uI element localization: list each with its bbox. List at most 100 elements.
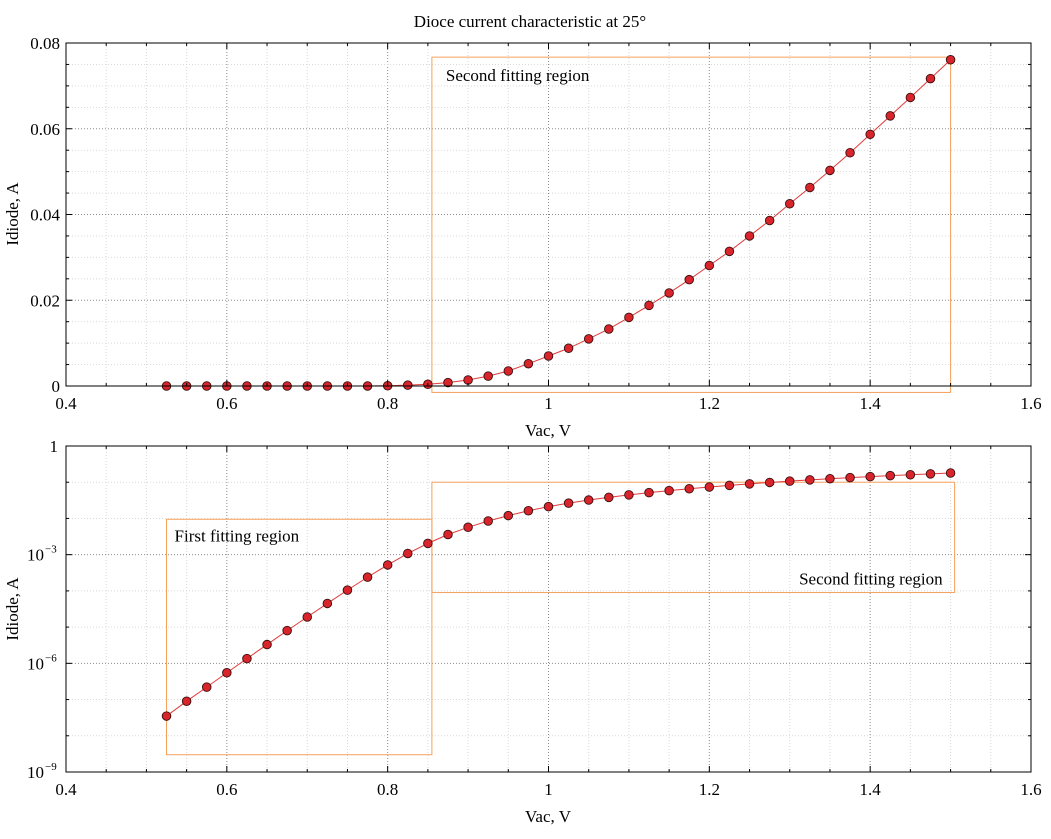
bottom-plot-series (161, 468, 956, 721)
y-tick-label: 0 (52, 377, 61, 396)
data-point (322, 598, 333, 609)
data-point (925, 73, 936, 84)
top-plot-fitting-regions: Second fitting region (431, 56, 952, 393)
data-point (764, 477, 775, 488)
data-point (764, 215, 775, 226)
y-tick-exponent: −9 (45, 761, 57, 773)
y-tick-label: 1 (50, 437, 59, 456)
data-point (543, 351, 554, 361)
data-point (684, 274, 694, 285)
bottom-plot: First fitting region Second fitting regio… (3, 437, 1042, 826)
x-tick-label: 1.6 (1020, 394, 1041, 413)
data-point (744, 479, 755, 489)
data-point (604, 324, 614, 334)
series-line (166, 59, 951, 387)
data-point (523, 506, 534, 516)
data-point (201, 682, 212, 692)
data-point (684, 484, 694, 494)
bottom-plot-fitting-regions: First fitting region Second fitting regio… (166, 481, 956, 756)
y-tick-exponent: −3 (45, 544, 57, 556)
data-point (785, 476, 795, 486)
bottom-plot-ticks: 0.4 0.6 0.8 1 1.2 1.4 1.610 −910 −610 −31 (27, 437, 1042, 799)
data-point (624, 312, 634, 323)
data-point (785, 199, 795, 209)
bottom-plot-frame (65, 445, 1032, 773)
data-point (443, 377, 453, 388)
data-point (342, 585, 353, 595)
data-point (503, 510, 514, 521)
data-point (825, 165, 835, 176)
bottom-plot-grid (66, 446, 1031, 772)
data-point (563, 498, 574, 508)
data-point (945, 54, 956, 65)
data-point (403, 380, 413, 390)
data-point (362, 572, 373, 582)
data-point (503, 366, 514, 376)
y-tick-label: 10 (27, 654, 44, 673)
data-point (925, 469, 936, 479)
bottom-plot-xlabel: Vac, V (525, 807, 572, 826)
top-plot-series (161, 54, 956, 391)
y-tick-label: 10 (27, 763, 44, 782)
data-point (805, 182, 815, 193)
x-tick-label: 0.6 (216, 780, 237, 799)
x-tick-label: 0.4 (55, 394, 77, 413)
fitting-region-label: Second fitting region (799, 570, 943, 589)
data-point (885, 470, 896, 481)
data-point (403, 548, 413, 559)
data-point (704, 482, 715, 492)
x-tick-label: 0.6 (216, 394, 237, 413)
data-point (563, 343, 574, 354)
data-point (664, 485, 674, 496)
x-tick-label: 1 (544, 780, 553, 799)
y-tick-label: 0.06 (30, 120, 60, 139)
data-point (664, 288, 674, 298)
top-plot-ylabel: Idiode, A (3, 182, 22, 246)
top-plot-xlabel: Vac, V (525, 421, 572, 440)
data-point (905, 92, 916, 103)
y-tick-label: 0.08 (30, 34, 60, 53)
x-tick-label: 1.2 (699, 780, 720, 799)
x-tick-label: 1 (544, 394, 553, 413)
x-tick-label: 1.6 (1020, 780, 1041, 799)
data-point (262, 639, 272, 650)
series-line (166, 472, 951, 717)
bottom-plot-ylabel: Idiode, A (3, 577, 22, 641)
data-point (624, 490, 634, 500)
data-point (644, 300, 654, 311)
fitting-region-box (431, 481, 956, 594)
x-tick-label: 0.8 (377, 394, 398, 413)
data-point (382, 560, 393, 570)
y-tick-exponent: −6 (45, 652, 57, 664)
data-point (604, 492, 614, 503)
fitting-region-label: First fitting region (175, 526, 300, 545)
top-plot-ticks: 0.4 0.6 0.8 1 1.2 1.4 1.6 0 0.02 0.04 0.06 0.08 (30, 34, 1041, 413)
data-point (724, 246, 735, 257)
fitting-region-box (431, 56, 952, 393)
top-plot-grid (66, 43, 1031, 386)
data-point (825, 473, 835, 484)
fitting-region-label: Second fitting region (446, 66, 590, 85)
data-point (704, 260, 715, 271)
data-point (423, 538, 433, 549)
data-point (483, 516, 493, 526)
x-tick-label: 1.4 (860, 394, 882, 413)
data-point (302, 612, 313, 622)
y-tick-label: 0.04 (30, 206, 60, 225)
data-point (724, 480, 735, 491)
data-point (845, 148, 855, 158)
data-point (805, 475, 815, 485)
data-point (222, 667, 232, 678)
y-tick-label: 0.02 (30, 291, 60, 310)
data-point (583, 334, 594, 344)
fitting-region-box (166, 518, 433, 756)
data-point (161, 711, 172, 721)
data-point (523, 358, 534, 369)
data-point (905, 469, 916, 480)
data-point (443, 529, 453, 540)
data-point (583, 495, 594, 505)
data-point (463, 522, 473, 533)
data-point (644, 487, 654, 498)
x-tick-label: 1.4 (860, 780, 882, 799)
